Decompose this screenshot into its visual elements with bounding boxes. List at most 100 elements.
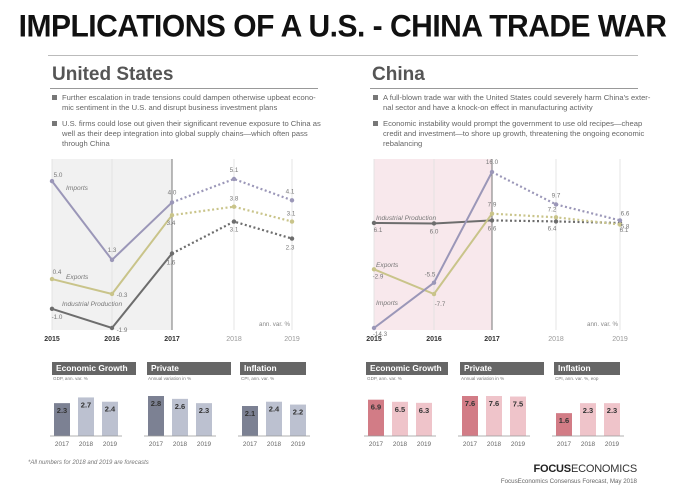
bar-category-label: 2018 <box>79 441 94 448</box>
x-tick-2015: 2015 <box>366 336 382 343</box>
china-bullet-1: A full-blown trade war with the United S… <box>373 93 663 113</box>
point-exports-2018 <box>553 215 559 220</box>
bar-value-label: 2.3 <box>607 406 617 415</box>
us-bullet-2: U.S. firms could lose out given their si… <box>52 119 342 149</box>
series-label-imports: Imports <box>66 185 89 192</box>
point-imports-2018 <box>553 202 559 207</box>
data-label: 6.6 <box>488 225 497 232</box>
bar-value-label: 6.9 <box>371 403 381 412</box>
point-industrial-production-2015 <box>371 220 377 226</box>
bar-united-states-economic-growth-2017 <box>54 403 70 436</box>
bar-united-states-inflation-2018 <box>266 401 282 436</box>
brand-focus: FOCUS <box>533 463 571 475</box>
data-label: 6.6 <box>621 210 630 217</box>
bar-china-economic-growth-2018 <box>392 401 408 436</box>
x-tick-2016: 2016 <box>426 336 442 343</box>
x-tick-2016: 2016 <box>104 336 120 343</box>
point-exports-2019 <box>617 222 623 227</box>
data-label: 1.3 <box>108 247 117 254</box>
bar-category-label: 2017 <box>369 441 384 448</box>
point-imports-2015 <box>371 325 377 331</box>
point-imports-2018 <box>231 176 237 182</box>
point-imports-2019 <box>289 198 295 203</box>
point-imports-2019 <box>617 218 623 223</box>
data-label: 3.1 <box>287 211 296 218</box>
point-imports-2016 <box>109 257 115 263</box>
x-tick-2018: 2018 <box>226 336 242 343</box>
bar-category-label: 2018 <box>487 441 502 448</box>
series-label-industrial-production: Industrial Production <box>62 301 122 308</box>
bar-value-label: 2.3 <box>199 406 209 415</box>
bar-value-label: 2.3 <box>57 406 67 415</box>
point-exports-2019 <box>289 219 295 224</box>
bar-category-label: 2017 <box>243 441 258 448</box>
point-industrial-production-2019 <box>289 236 295 241</box>
china-bullet-2: Economic instability would prompt the go… <box>373 119 663 149</box>
data-label: 6.1 <box>620 227 629 234</box>
data-label: 3.4 <box>167 220 176 227</box>
us-bullet-1-line-1: Further escalation in trade tensions cou… <box>62 93 316 102</box>
china-growth-subtitle: GDP, ann. var. % <box>367 376 402 381</box>
point-industrial-production-2015 <box>49 306 55 312</box>
bar-value-label: 2.8 <box>151 399 161 408</box>
bar-category-label: 2017 <box>557 441 572 448</box>
bar-value-label: 2.4 <box>105 405 116 414</box>
china-growth-header: Economic Growth <box>366 362 448 375</box>
series-forecast-industrial-production <box>171 220 293 255</box>
data-label: -0.3 <box>117 292 128 299</box>
bar-value-label: 2.4 <box>269 405 280 414</box>
bar-category-label: 2019 <box>103 441 118 448</box>
bar-china-inflation-2019 <box>604 403 620 436</box>
brand-economics: ECONOMICS <box>570 463 637 475</box>
point-industrial-production-2016 <box>109 325 115 331</box>
bar-china-inflation-2017 <box>556 413 572 436</box>
forecast-footnote: *All numbers for 2018 and 2019 are forec… <box>28 460 149 466</box>
x-tick-2015: 2015 <box>44 336 60 343</box>
us-growth-header: Economic Growth <box>52 362 136 375</box>
us-line-chart: 2015 2016 2017 2018 2019 5.0 1.3 4.0 5.1 4.1 Impor… <box>44 159 300 343</box>
us-heading-rule <box>50 88 318 89</box>
data-label: -7.7 <box>435 301 446 308</box>
bar-category-label: 2018 <box>581 441 596 448</box>
us-consumption-subtitle: Annual variation in % <box>148 376 192 381</box>
bar-united-states-inflation-2017 <box>242 406 258 436</box>
data-label: 4.0 <box>168 189 177 196</box>
china-bullet-2-line-1: Economic instability would prompt the go… <box>383 119 643 128</box>
point-imports-2017 <box>169 200 175 205</box>
us-consumption-header: Private Consumption <box>147 362 231 386</box>
x-tick-2018: 2018 <box>548 336 564 343</box>
us-inflation-subtitle: CPI, ann. var. % <box>241 376 275 381</box>
us-bullet-2-line-3: through China <box>62 139 110 148</box>
point-exports-2016 <box>431 291 437 297</box>
point-imports-2016 <box>431 280 437 285</box>
x-tick-2019: 2019 <box>284 336 300 343</box>
point-industrial-production-2017 <box>489 218 495 223</box>
bar-united-states-economic-growth-2018 <box>78 397 94 436</box>
unit-label: ann. var. % <box>587 321 618 328</box>
point-industrial-production-2016 <box>431 221 437 226</box>
data-label: 5.1 <box>230 167 239 174</box>
series-forecast-imports <box>491 171 621 222</box>
data-label: 9.7 <box>552 192 561 199</box>
data-label: 3.8 <box>230 196 239 203</box>
point-industrial-production-2018 <box>553 219 559 224</box>
china-consumption-header: Private Consumption <box>460 362 544 386</box>
title-divider <box>48 55 638 56</box>
data-label: -5.5 <box>425 272 436 279</box>
bar-united-states-inflation-2019 <box>290 404 306 436</box>
bar-united-states-private-consumption-2019 <box>196 403 212 436</box>
bar-china-private-consumption-2018 <box>486 396 502 436</box>
point-industrial-production-2017 <box>169 251 175 256</box>
bar-united-states-private-consumption-2017 <box>148 396 164 436</box>
series-label-exports: Exports <box>376 262 399 269</box>
us-bullet-1: Further escalation in trade tensions cou… <box>52 93 342 113</box>
data-label: 7.2 <box>548 206 557 213</box>
point-exports-2015 <box>371 267 377 272</box>
bar-value-label: 6.3 <box>419 406 429 415</box>
china-heading: China <box>372 64 425 85</box>
data-label: 0.4 <box>53 269 62 276</box>
us-bullet-2-line-1: U.S. firms could lose out given their si… <box>62 119 321 128</box>
bar-value-label: 2.1 <box>245 409 255 418</box>
data-label: -1.9 <box>117 327 128 334</box>
bar-china-private-consumption-2019 <box>510 396 526 436</box>
